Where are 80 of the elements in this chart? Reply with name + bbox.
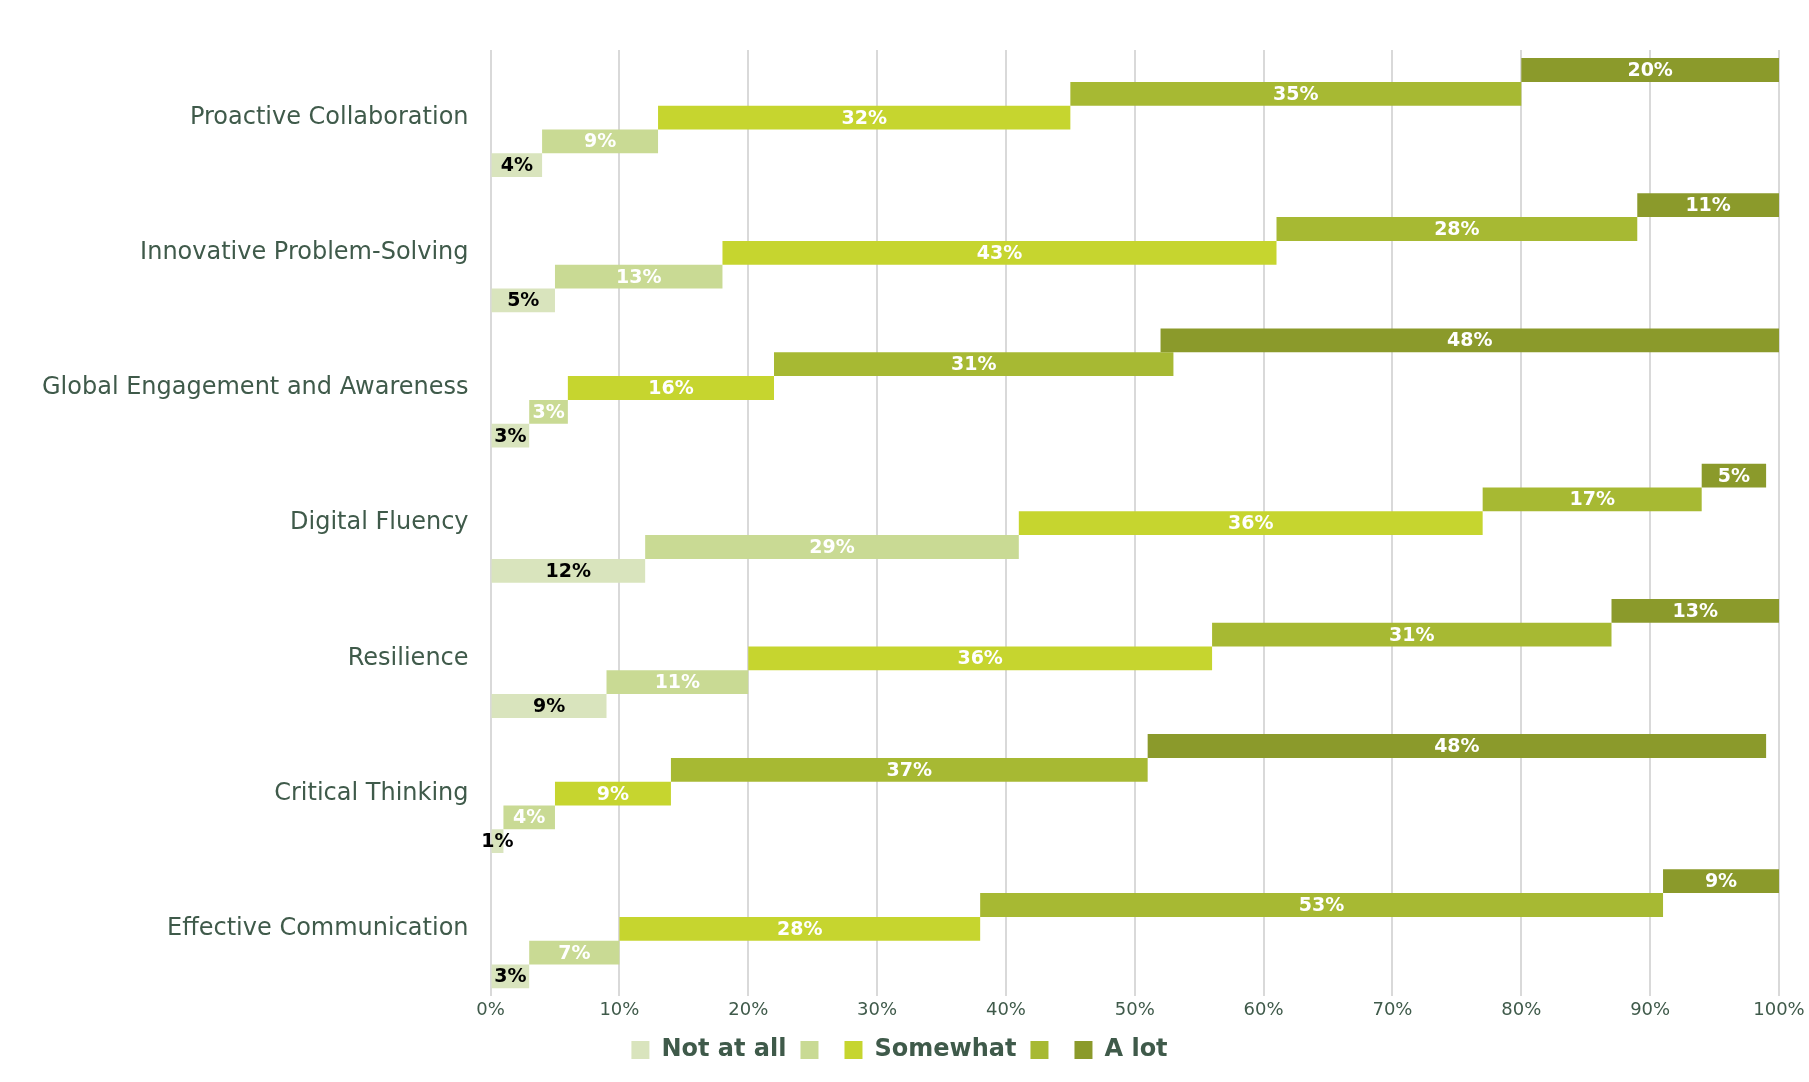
data-label: 36% <box>1227 511 1274 534</box>
bar <box>491 694 607 718</box>
x-tick-label: 10% <box>599 997 640 1019</box>
bar <box>658 105 1071 130</box>
y-tick-label: Effective Communication <box>167 913 469 942</box>
x-tick-label: 90% <box>1630 997 1671 1019</box>
data-label: 37% <box>886 757 933 780</box>
bar <box>748 646 1213 671</box>
bar <box>1276 217 1638 241</box>
data-label: 5% <box>1717 463 1751 486</box>
data-label: 31% <box>1389 622 1435 645</box>
data-label: 17% <box>1569 487 1615 510</box>
legend-label: Not at all <box>661 1034 787 1063</box>
data-label: 4% <box>500 153 533 176</box>
x-tick-label: 80% <box>1501 997 1542 1019</box>
x-tick-label: 30% <box>857 997 898 1019</box>
bar <box>670 757 1148 782</box>
bar <box>1482 487 1702 512</box>
data-label: 11% <box>654 670 701 693</box>
bar <box>980 893 1664 917</box>
bar <box>1663 869 1779 894</box>
y-tick-label: Proactive Collaboration <box>189 101 469 130</box>
data-label: 7% <box>558 940 591 963</box>
data-label: 3% <box>532 399 565 422</box>
data-label: 13% <box>1672 598 1718 621</box>
data-label: 3% <box>494 423 527 446</box>
x-tick-label: 60% <box>1243 997 1284 1019</box>
data-label: 48% <box>1434 733 1480 756</box>
data-label: 11% <box>1685 193 1731 216</box>
bar <box>722 240 1277 265</box>
x-tick-label: 100% <box>1753 997 1805 1019</box>
bar <box>491 558 646 583</box>
x-tick-label: 20% <box>728 997 769 1019</box>
data-label: 28% <box>1434 216 1480 239</box>
data-label: 13% <box>615 264 662 287</box>
bar <box>606 670 749 695</box>
data-label: 43% <box>976 240 1023 263</box>
y-tick-label: Resilience <box>347 642 469 671</box>
bar <box>542 129 659 154</box>
data-label: 16% <box>648 375 694 398</box>
data-label: 4% <box>513 805 546 828</box>
legend-label: Somewhat <box>874 1034 1017 1063</box>
bar <box>1018 511 1483 536</box>
bar <box>645 535 1019 559</box>
bar <box>1637 193 1779 218</box>
data-label: 20% <box>1627 57 1673 80</box>
data-label: 53% <box>1298 892 1345 915</box>
data-label: 9% <box>596 781 630 804</box>
x-tick-label: 0% <box>476 997 505 1019</box>
data-label: 31% <box>950 352 997 375</box>
x-tick-label: 70% <box>1372 997 1413 1019</box>
data-label: 9% <box>1704 869 1738 892</box>
y-tick-label: Innovative Problem-Solving <box>140 237 469 266</box>
bar <box>1147 734 1767 758</box>
data-label: 9% <box>532 693 566 716</box>
bar <box>1611 598 1779 623</box>
data-label: 29% <box>809 534 855 557</box>
y-tick-label: Digital Fluency <box>290 507 469 536</box>
x-tick-label: 50% <box>1114 997 1155 1019</box>
bar <box>619 916 981 941</box>
legend-label: A lot <box>1104 1034 1168 1063</box>
bar <box>567 376 775 400</box>
bar <box>1521 58 1779 82</box>
data-label: 3% <box>494 964 527 987</box>
x-tick-label: 40% <box>985 997 1026 1019</box>
data-label: 9% <box>583 129 617 152</box>
data-label: 48% <box>1447 328 1493 351</box>
bar <box>1070 81 1522 106</box>
data-label: 12% <box>545 558 592 581</box>
data-label: 36% <box>957 646 1003 669</box>
data-label: 1% <box>481 829 514 852</box>
data-label: 35% <box>1273 81 1319 104</box>
data-label: 32% <box>841 105 887 128</box>
data-label: 5% <box>507 288 540 311</box>
bar <box>774 352 1174 377</box>
data-label: 28% <box>777 916 823 939</box>
y-tick-label: Critical Thinking <box>274 777 469 806</box>
y-tick-label: Global Engagement and Awareness <box>41 372 469 401</box>
bar <box>1212 622 1612 647</box>
bar <box>1160 328 1779 353</box>
